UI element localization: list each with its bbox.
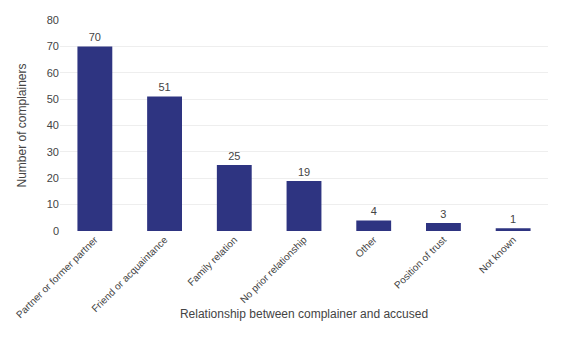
svg-text:Position of trust: Position of trust: [392, 234, 449, 291]
svg-text:50: 50: [47, 93, 59, 105]
svg-text:Number of complainers: Number of complainers: [15, 63, 29, 187]
svg-text:20: 20: [47, 172, 59, 184]
svg-text:Not known: Not known: [477, 234, 518, 275]
svg-text:70: 70: [47, 40, 59, 52]
svg-text:70: 70: [89, 31, 101, 43]
svg-text:Family relation: Family relation: [185, 234, 239, 288]
svg-text:3: 3: [440, 208, 446, 220]
svg-text:80: 80: [47, 14, 59, 26]
svg-text:10: 10: [47, 198, 59, 210]
svg-text:51: 51: [158, 81, 170, 93]
svg-text:Partner or former partner: Partner or former partner: [14, 234, 100, 320]
svg-text:Friend or acquaintance: Friend or acquaintance: [89, 234, 169, 314]
svg-text:60: 60: [47, 67, 59, 79]
svg-text:Other: Other: [353, 234, 379, 260]
svg-text:25: 25: [228, 150, 240, 162]
svg-text:40: 40: [47, 119, 59, 131]
svg-text:Relationship between complaine: Relationship between complainer and accu…: [180, 307, 428, 321]
svg-text:1: 1: [510, 213, 516, 225]
svg-text:0: 0: [53, 225, 59, 237]
svg-text:No prior relationship: No prior relationship: [238, 234, 309, 305]
svg-text:19: 19: [298, 166, 310, 178]
svg-text:30: 30: [47, 146, 59, 158]
svg-text:4: 4: [371, 205, 377, 217]
